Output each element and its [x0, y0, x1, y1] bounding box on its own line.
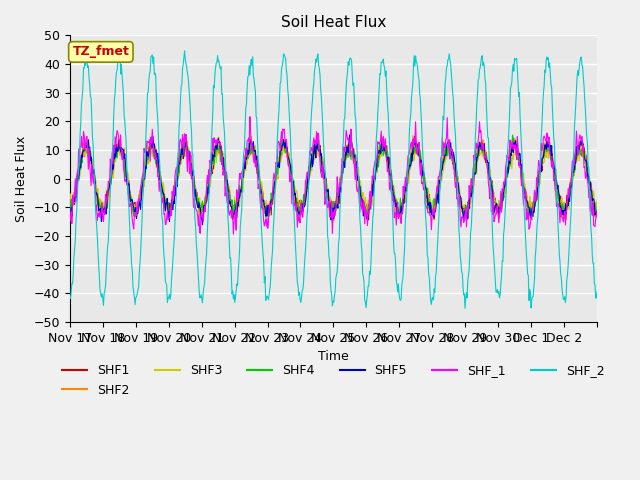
Title: Soil Heat Flux: Soil Heat Flux [281, 15, 386, 30]
Y-axis label: Soil Heat Flux: Soil Heat Flux [15, 135, 28, 222]
X-axis label: Time: Time [318, 350, 349, 363]
Legend: SHF1, SHF2, SHF3, SHF4, SHF5, SHF_1, SHF_2: SHF1, SHF2, SHF3, SHF4, SHF5, SHF_1, SHF… [58, 360, 609, 402]
Text: TZ_fmet: TZ_fmet [72, 46, 129, 59]
